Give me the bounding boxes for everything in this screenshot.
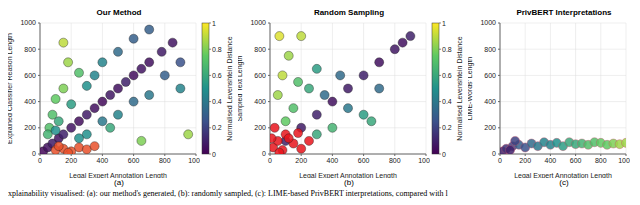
svg-text:Legal Expert Annotation Length: Legal Expert Annotation Length (299, 172, 397, 178)
svg-text:Explained Classifier Reason Le: Explained Classifier Reason Length (8, 33, 14, 144)
svg-text:400: 400 (545, 157, 557, 164)
svg-text:200: 200 (65, 157, 77, 164)
svg-text:600: 600 (24, 72, 36, 79)
svg-text:0: 0 (492, 150, 496, 157)
svg-text:LIME-Words' Length: LIME-Words' Length (468, 57, 474, 121)
svg-text:0.4: 0.4 (212, 98, 222, 105)
svg-text:200: 200 (484, 124, 496, 131)
html-text:Random Sampling: Random Sampling (313, 8, 385, 17)
svg-text:800: 800 (595, 157, 607, 164)
svg-text:400: 400 (484, 98, 496, 105)
svg-text:1000: 1000 (250, 19, 266, 26)
svg-text:200: 200 (295, 157, 307, 164)
html-text:(b): (b) (344, 178, 354, 187)
svg-text:800: 800 (24, 46, 36, 53)
svg-text:0: 0 (38, 157, 42, 164)
svg-text:800: 800 (484, 46, 496, 53)
svg-text:400: 400 (327, 157, 339, 164)
svg-text:0.2: 0.2 (442, 124, 452, 131)
svg-text:Legal Expert Annotation Length: Legal Expert Annotation Length (514, 172, 612, 178)
svg-text:1000: 1000 (188, 157, 200, 164)
svg-text:0: 0 (498, 157, 502, 164)
svg-text:0.6: 0.6 (212, 72, 222, 79)
svg-text:0.6: 0.6 (442, 72, 452, 79)
svg-text:0: 0 (32, 150, 36, 157)
svg-text:200: 200 (519, 157, 531, 164)
svg-text:1000: 1000 (418, 157, 430, 164)
html-text:(c): (c) (559, 178, 569, 187)
svg-text:1: 1 (442, 20, 446, 27)
html-text:Our Method: Our Method (96, 8, 142, 17)
svg-text:Legal Expert Annotation Length: Legal Expert Annotation Length (69, 172, 167, 178)
svg-text:Sampled Text Length: Sampled Text Length (238, 56, 244, 122)
html-text:(a): (a) (114, 178, 124, 187)
svg-text:200: 200 (254, 124, 266, 131)
html-text:PrivBERT Interpretations: PrivBERT Interpretations (516, 8, 612, 17)
svg-text:Normalised Levenshtein Distanc: Normalised Levenshtein Distance (226, 36, 233, 140)
svg-text:1000: 1000 (20, 19, 36, 26)
svg-text:0: 0 (212, 151, 216, 158)
svg-text:400: 400 (97, 157, 109, 164)
svg-text:Normalised Levenshtein Distanc: Normalised Levenshtein Distance (456, 36, 463, 140)
svg-text:600: 600 (570, 157, 582, 164)
svg-text:600: 600 (254, 72, 266, 79)
svg-text:800: 800 (159, 157, 171, 164)
svg-text:800: 800 (389, 157, 401, 164)
svg-text:800: 800 (254, 46, 266, 53)
svg-text:0.8: 0.8 (442, 46, 452, 53)
svg-text:1000: 1000 (618, 157, 630, 164)
svg-text:600: 600 (484, 72, 496, 79)
svg-text:0.8: 0.8 (212, 46, 222, 53)
svg-text:1000: 1000 (480, 19, 496, 26)
svg-text:0.2: 0.2 (212, 124, 222, 131)
svg-text:400: 400 (24, 98, 36, 105)
svg-text:0: 0 (268, 157, 272, 164)
svg-text:200: 200 (24, 124, 36, 131)
svg-text:1: 1 (212, 20, 216, 27)
html-text:xplainability visualised: (a):: xplainability visualised: (a): our metho… (8, 189, 448, 198)
svg-text:600: 600 (128, 157, 140, 164)
svg-text:0: 0 (442, 151, 446, 158)
svg-text:600: 600 (358, 157, 370, 164)
svg-text:0: 0 (262, 150, 266, 157)
svg-text:0.4: 0.4 (442, 98, 452, 105)
svg-text:400: 400 (254, 98, 266, 105)
